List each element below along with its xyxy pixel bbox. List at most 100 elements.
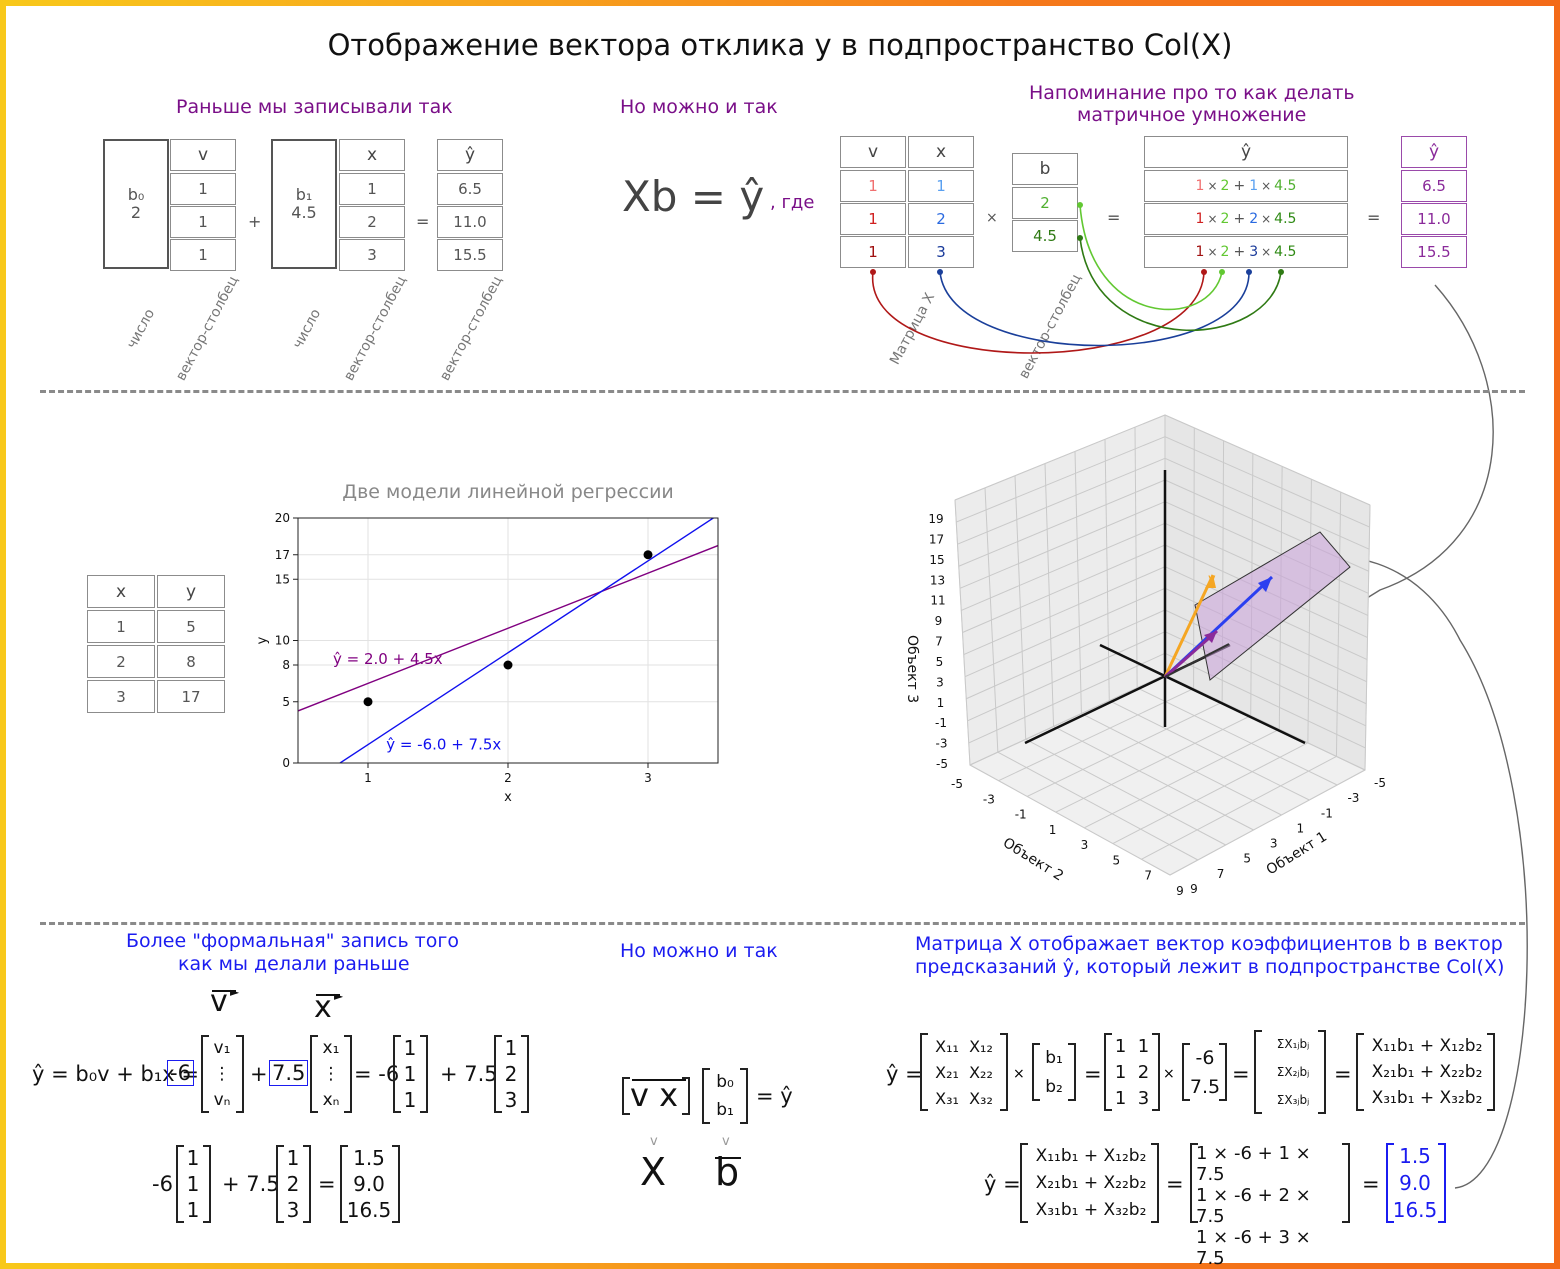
z-tick-label: -3 bbox=[936, 737, 948, 751]
grid-line-3d bbox=[958, 479, 1166, 567]
bracket bbox=[236, 1035, 244, 1113]
plus-75: + 7.5 bbox=[440, 1062, 498, 1086]
bracket bbox=[1182, 1043, 1190, 1101]
vector-v-symbol: ► v bbox=[210, 984, 240, 1019]
mult-c: 3 bbox=[1249, 244, 1259, 260]
bracket bbox=[494, 1035, 502, 1113]
z-tick-label: 17 bbox=[929, 532, 944, 546]
b-numeric: -6 7.5 bbox=[1188, 1043, 1222, 1101]
mult-row: 1 × 2 +3 × 4.5 bbox=[1144, 236, 1348, 268]
section-divider bbox=[40, 922, 1525, 925]
row2-coef1: -6 bbox=[152, 1172, 173, 1196]
y-tick-label: 10 bbox=[275, 634, 290, 648]
y-tick-label: 20 bbox=[275, 511, 290, 525]
yhat-column-header: ŷ bbox=[437, 139, 503, 171]
mark-under-b: v bbox=[722, 1134, 730, 1149]
curve-red bbox=[872, 271, 1205, 354]
x-tick-label: 9 bbox=[1190, 882, 1198, 896]
table-cell: 5 bbox=[157, 610, 225, 643]
z-tick-label: 15 bbox=[929, 553, 944, 567]
bracket bbox=[682, 1077, 690, 1115]
row2-plus: + 7.5 bbox=[222, 1172, 280, 1196]
y-tick-label: 15 bbox=[275, 572, 290, 586]
expanded-entry: X₃₁b₁ + X₃₂b₂ bbox=[1371, 1088, 1483, 1108]
mult-times: × bbox=[1261, 179, 1272, 193]
grid-line-3d bbox=[1104, 439, 1110, 701]
grid-line-3d bbox=[1109, 700, 1310, 801]
bracket bbox=[1190, 1143, 1198, 1223]
grid-line-3d bbox=[997, 751, 1199, 861]
z-tick-label: 7 bbox=[935, 635, 943, 649]
b1-box: b₁ 4.5 bbox=[271, 139, 337, 269]
x-tick-label: 7 bbox=[1217, 867, 1225, 881]
bracket bbox=[276, 1145, 284, 1223]
b-num-entry: 7.5 bbox=[1189, 1075, 1221, 1098]
x-tick-label: 1 bbox=[364, 771, 372, 785]
matrix-cell-x: 2 bbox=[908, 203, 974, 235]
z-tick-label: -5 bbox=[936, 757, 948, 771]
equals-sign: = bbox=[416, 212, 430, 231]
grid-line-3d bbox=[967, 631, 1166, 722]
bracket bbox=[176, 1145, 184, 1223]
grid-line-3d bbox=[1164, 414, 1371, 506]
times-sign: × bbox=[986, 210, 998, 226]
numeric-entry: 1 × -6 + 3 × 7.5 bbox=[1196, 1227, 1311, 1269]
grid-line-3d bbox=[1364, 504, 1371, 771]
mult-b: 2 bbox=[1220, 244, 1230, 260]
grid-line-3d bbox=[1025, 738, 1226, 846]
xs-entry: 1 bbox=[504, 1036, 518, 1060]
chart-title: Две модели линейной регрессии bbox=[342, 481, 674, 503]
mult-plus: + bbox=[1233, 244, 1246, 260]
z-tick-label: 5 bbox=[936, 655, 944, 669]
y-tick-label: -1 bbox=[1015, 808, 1027, 822]
mult-d: 4.5 bbox=[1274, 178, 1297, 194]
b-entry: b₀ bbox=[716, 1072, 734, 1092]
bracket bbox=[1487, 1033, 1495, 1111]
x-tick-label: 3 bbox=[644, 771, 652, 785]
y-tick-label: 17 bbox=[275, 548, 290, 562]
mark-under-vx: v bbox=[650, 1134, 658, 1149]
grid-line-3d bbox=[1193, 427, 1195, 689]
mult-times: × bbox=[1207, 179, 1218, 193]
numeric-column: 1 × -6 + 1 × 7.5 1 × -6 + 2 × 7.5 1 × -6… bbox=[1196, 1143, 1342, 1269]
expanded-column: X₁₁b₁ + X₁₂b₂ X₂₁b₁ + X₂₂b₂ X₃₁b₁ + X₃₂b… bbox=[1364, 1033, 1490, 1111]
z-tick-label: 9 bbox=[935, 614, 943, 628]
yhat-cell: 15.5 bbox=[1401, 236, 1467, 268]
equals-sign: = bbox=[1107, 208, 1121, 227]
bracket bbox=[203, 1145, 211, 1223]
bottom-middle-heading: Но можно и так bbox=[620, 940, 778, 962]
ones-column: 1 1 1 bbox=[400, 1035, 420, 1113]
v-cell: 1 bbox=[170, 173, 236, 205]
bracket bbox=[1356, 1033, 1364, 1111]
grid-line-3d bbox=[957, 457, 1166, 545]
ones-entry: 1 bbox=[403, 1036, 417, 1060]
mult-c: 1 bbox=[1249, 178, 1259, 194]
z-tick-label: 3 bbox=[936, 675, 944, 689]
xs-column: 1 2 3 bbox=[501, 1035, 521, 1113]
b-entry: b₁ bbox=[716, 1100, 734, 1120]
x-tick-label: -3 bbox=[1347, 791, 1359, 805]
grid-line-3d bbox=[1014, 475, 1027, 740]
X-num-row: 1 1 bbox=[1114, 1035, 1150, 1057]
data-point bbox=[503, 660, 513, 670]
matrix-cell-x: 3 bbox=[908, 236, 974, 268]
curve-blue bbox=[939, 271, 1250, 347]
mult-times: × bbox=[1207, 212, 1218, 226]
bottom-right-heading-2: предсказаний ŷ, который лежит в подпрост… bbox=[915, 956, 1505, 978]
y-axis-label: Объект 2 bbox=[1000, 835, 1066, 885]
matrix-cell-v: 1 bbox=[840, 203, 906, 235]
expanded-entry: X₁₁b₁ + X₁₂b₂ bbox=[1371, 1036, 1483, 1056]
eq-start: ŷ = b₀v + b₁x = bbox=[32, 1062, 199, 1086]
top-left-heading: Раньше мы записывали так bbox=[176, 96, 453, 118]
grid-line-3d bbox=[969, 764, 1171, 876]
eq-yhat: = ŷ bbox=[756, 1084, 793, 1108]
matrix-header-v: v bbox=[840, 136, 906, 168]
bracket bbox=[1318, 1030, 1326, 1114]
X-sym-row: X₁₁ X₁₂ bbox=[935, 1036, 993, 1056]
bracket bbox=[392, 1145, 400, 1223]
regression-line-2 bbox=[338, 518, 715, 763]
grid-line-3d bbox=[998, 688, 1194, 782]
bracket bbox=[1032, 1043, 1040, 1101]
ones-entry: 1 bbox=[403, 1062, 417, 1086]
ones-entry: 1 bbox=[186, 1198, 200, 1222]
